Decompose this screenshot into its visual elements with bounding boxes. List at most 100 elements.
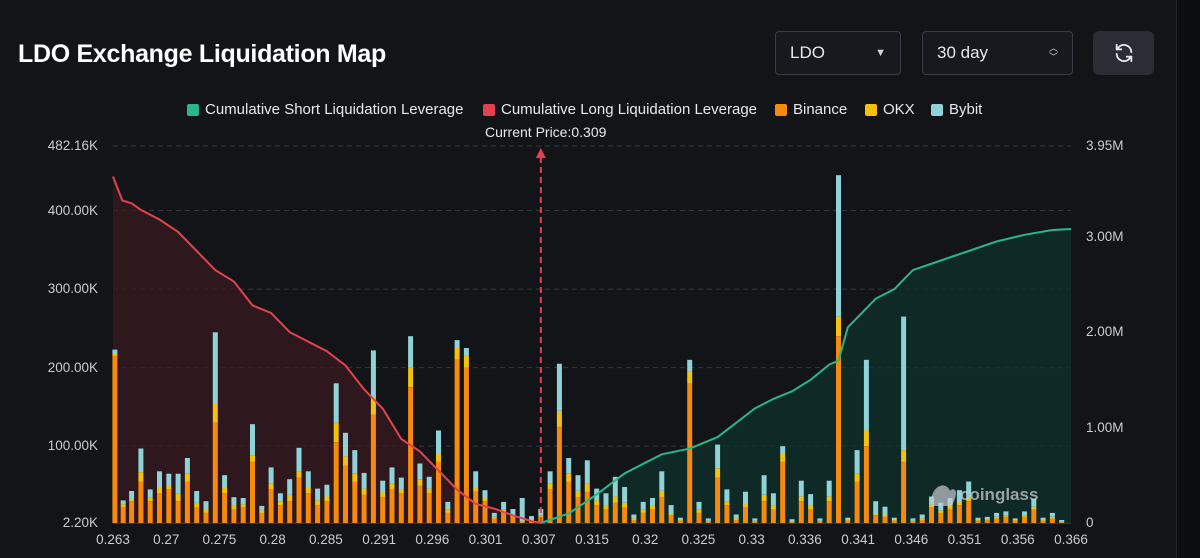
bar-binance-28 [370,414,376,523]
bar-bybit-41 [491,512,497,517]
bar-bybit-38 [463,348,469,356]
bar-okx-55 [622,502,628,508]
bar-bybit-96 [1003,511,1009,516]
legend-item-bybit[interactable]: Bybit [931,101,982,118]
bar-binance-102 [1059,522,1065,523]
bar-bybit-0 [112,349,118,354]
bar-binance-80 [854,481,860,523]
bar-bybit-56 [631,514,637,519]
bar-bybit-37 [454,340,460,348]
bar-okx-25 [343,456,348,466]
bar-bybit-9 [194,491,200,503]
range-select[interactable]: 30 day ︿ ﹀ [922,31,1073,75]
bar-binance-1 [120,507,126,523]
bar-bybit-74 [798,480,804,497]
bar-bybit-102 [1059,520,1065,522]
legend-item-okx[interactable]: OKX [865,101,915,118]
bar-okx-6 [166,485,172,490]
bar-bybit-44 [519,498,525,522]
coinglass-logo [931,485,956,506]
bar-binance-66 [724,505,730,523]
bar-bybit-49 [566,458,572,474]
bar-bybit-84 [891,517,897,521]
bar-bybit-47 [547,471,553,484]
bar-binance-22 [315,505,321,523]
bar-binance-35 [436,461,441,523]
bar-okx-5 [157,487,162,494]
bar-okx-98 [1022,515,1027,517]
legend-swatch-binance [775,103,787,116]
bar-bybit-67 [733,514,739,519]
bar-okx-81 [863,430,869,447]
bar-binance-71 [770,509,776,523]
bar-bybit-42 [501,501,507,510]
bar-okx-90 [947,505,953,509]
y-right-tick-3: 3.00M [1086,228,1124,244]
watermark-text: coinglass [960,485,1038,504]
bar-okx-74 [798,496,804,502]
refresh-button[interactable] [1093,31,1154,75]
bar-okx-64 [705,520,711,522]
range-select-value: 30 day [937,43,989,62]
legend-swatch-bybit [931,103,943,116]
bar-binance-86 [910,521,916,523]
bar-okx-88 [929,504,934,508]
bar-binance-68 [743,507,748,523]
bar-bybit-54 [612,476,618,497]
bar-okx-22 [315,500,321,506]
symbol-select[interactable]: LDO ▼ [775,31,901,75]
bar-okx-15 [250,455,255,462]
bar-binance-30 [389,489,395,523]
legend-swatch-okx [865,103,877,116]
bar-bybit-71 [770,493,776,506]
bar-bybit-94 [984,516,990,520]
bar-okx-35 [436,454,441,462]
bar-bybit-101 [1049,512,1055,517]
bar-binance-17 [268,489,274,523]
window-edge [1176,0,1200,558]
bar-binance-73 [789,522,795,523]
bar-okx-96 [1003,515,1009,517]
chart-legend: Cumulative Short Liquidation Leverage Cu… [0,101,1176,121]
y-left-tick-1: 100.00K [47,438,98,454]
bar-binance-62 [687,383,693,523]
x-tick-13: 0.336 [787,532,822,547]
bar-binance-53 [603,509,609,523]
bar-binance-60 [668,515,674,523]
bar-okx-54 [612,496,618,503]
bar-okx-83 [882,514,888,517]
bar-binance-95 [994,518,1000,523]
bar-okx-48 [556,410,562,427]
bar-okx-53 [603,505,609,509]
bar-okx-62 [687,371,693,384]
bar-bybit-100 [1040,517,1046,521]
bar-binance-90 [947,509,953,523]
bar-binance-23 [324,501,330,523]
bar-okx-71 [770,505,776,509]
bar-bybit-23 [324,484,330,497]
bar-okx-101 [1049,516,1055,519]
bar-okx-37 [454,348,460,360]
bar-okx-75 [808,505,814,509]
bar-bybit-86 [910,518,916,521]
legend-item-long[interactable]: Cumulative Long Liquidation Leverage [483,101,757,118]
bar-binance-2 [129,501,135,523]
legend-item-binance[interactable]: Binance [775,101,847,118]
bar-binance-37 [454,359,460,523]
bar-okx-78 [836,316,841,337]
bar-binance-8 [184,481,190,523]
bar-binance-0 [112,355,118,523]
bar-bybit-16 [259,505,265,511]
x-tick-15: 0.346 [894,532,929,547]
bar-binance-75 [808,509,814,523]
bar-bybit-60 [668,505,674,513]
bar-bybit-75 [808,494,814,506]
bar-binance-31 [398,493,404,523]
bar-okx-11 [212,403,218,423]
bar-okx-47 [547,483,553,490]
bar-binance-58 [650,509,655,523]
bar-okx-4 [147,497,153,502]
legend-item-short[interactable]: Cumulative Short Liquidation Leverage [187,101,464,118]
refresh-icon [1115,43,1132,63]
bar-bybit-80 [854,450,860,474]
